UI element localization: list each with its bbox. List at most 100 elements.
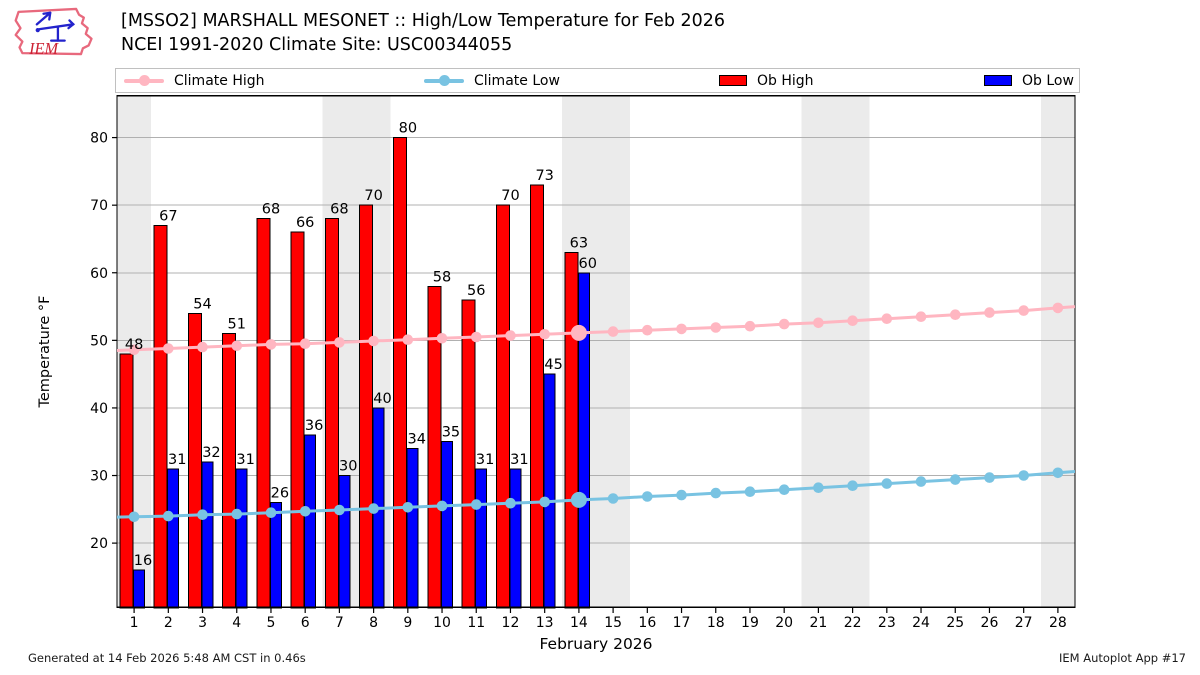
climate-low-line-marker <box>265 507 277 518</box>
x-tick-label: 16 <box>638 615 656 631</box>
logo-text: IEM <box>28 39 59 58</box>
weekend-band <box>596 95 631 608</box>
climate-high-line-marker <box>299 338 311 349</box>
ob-low-bar <box>304 434 317 609</box>
climate-high-line-marker <box>881 313 893 324</box>
ob-low-value-label: 32 <box>202 445 220 461</box>
climate-high-line-marker <box>163 343 174 354</box>
ob-high-value-label: 48 <box>125 337 143 353</box>
legend-item-ob-low: Ob Low <box>984 69 1074 92</box>
x-tick-label: 15 <box>604 615 622 631</box>
ob-low-value-label: 31 <box>168 452 186 468</box>
plot-frame <box>116 95 1076 609</box>
ob-high-value-label: 58 <box>433 269 451 285</box>
ob-low-value-label: 30 <box>339 459 357 475</box>
chart-title-block: [MSSO2] MARSHALL MESONET :: High/Low Tem… <box>121 9 725 57</box>
plot-area: 2030405060708048675451686668708058567073… <box>37 95 1076 653</box>
climate-low-line-marker <box>1052 467 1064 479</box>
climate-high-line-marker <box>402 334 414 345</box>
ob-high-value-label: 68 <box>262 202 280 218</box>
y-tick-label: 30 <box>90 469 108 485</box>
ob-high-value-label: 73 <box>535 168 553 184</box>
x-tick-label: 17 <box>673 615 691 631</box>
climate-high-line-marker <box>710 322 722 333</box>
x-tick-label: 4 <box>232 615 241 631</box>
ob-low-value-label: 45 <box>544 357 562 373</box>
x-tick-label: 14 <box>570 615 588 631</box>
ob-high-box-swatch-icon <box>719 75 747 86</box>
x-tick-label: 8 <box>369 615 378 631</box>
x-tick-label: 27 <box>1015 615 1033 631</box>
chart-legend: Climate High Climate Low Ob High Ob Low <box>115 68 1080 93</box>
x-tick-label: 7 <box>335 615 344 631</box>
climate-high-line-marker <box>265 339 277 350</box>
x-tick-label: 26 <box>981 615 999 631</box>
climate-low-line <box>117 467 1075 523</box>
ob-low-bar <box>167 468 180 609</box>
ob-high-bar <box>359 204 373 609</box>
x-tick-label: 6 <box>301 615 310 631</box>
x-tick-label: 23 <box>878 615 896 631</box>
ob-high-bar <box>461 299 476 609</box>
climate-low-line-marker <box>163 510 174 522</box>
ob-low-bar <box>338 475 351 609</box>
climate-low-line-marker <box>197 509 208 520</box>
climate-low-line-marker <box>436 500 448 512</box>
climate-low-line-marker <box>984 472 995 483</box>
climate-low-line-marker <box>128 511 140 523</box>
climate-high-line <box>117 302 1075 356</box>
y-tick-label: 70 <box>90 198 108 214</box>
ob-high-bar <box>153 224 168 609</box>
ob-high-bar <box>530 184 545 609</box>
climate-low-line-marker <box>915 476 927 487</box>
legend-item-ob-high: Ob High <box>719 69 814 92</box>
chart-title: [MSSO2] MARSHALL MESONET :: High/Low Tem… <box>121 11 726 31</box>
climate-high-line-marker <box>915 311 927 322</box>
ob-high-value-label: 67 <box>159 208 177 224</box>
ob-low-bar <box>201 461 214 609</box>
y-tick-label: 40 <box>90 401 108 417</box>
ob-low-bar <box>543 373 556 609</box>
climate-high-line-marker <box>1018 305 1029 316</box>
climate-high-line-marker <box>334 337 345 348</box>
ob-high-bar <box>119 353 134 609</box>
ob-high-bar <box>187 312 202 609</box>
x-tick-label: 2 <box>164 615 173 631</box>
climate-low-line-marker <box>813 482 824 494</box>
ob-low-bar <box>509 468 522 609</box>
climate-low-line-marker <box>334 504 345 516</box>
climate-high-line-marker <box>368 335 379 347</box>
legend-item-climate-high: Climate High <box>124 69 265 92</box>
climate-low-line-marker <box>642 491 653 502</box>
ob-low-value-label: 31 <box>510 452 528 468</box>
ob-high-value-label: 51 <box>228 317 246 333</box>
weekend-band <box>1040 95 1075 608</box>
climate-high-line-swatch-icon <box>124 75 164 86</box>
climate-high-line-marker <box>813 317 824 329</box>
climate-low-line-marker <box>368 503 379 514</box>
ob-high-bar <box>564 251 579 609</box>
x-tick-label: 20 <box>775 615 793 631</box>
climate-low-line-marker <box>607 493 619 504</box>
ob-low-value-label: 34 <box>407 431 425 447</box>
ob-high-bar <box>324 218 339 609</box>
climate-high-line-marker <box>950 309 961 320</box>
ob-low-bar <box>269 502 282 609</box>
legend-label: Climate Low <box>474 72 560 89</box>
y-tick-label: 50 <box>90 333 108 349</box>
climate-low-line-marker <box>847 480 858 492</box>
x-tick-label: 28 <box>1049 615 1067 631</box>
climate-high-line-marker <box>505 330 516 341</box>
x-tick-label: 25 <box>946 615 964 631</box>
climate-low-line-marker <box>676 489 687 501</box>
climate-low-line-marker <box>471 499 482 510</box>
climate-low-line-marker <box>881 478 893 489</box>
climate-high-line-marker <box>984 307 995 318</box>
x-tick-label: 3 <box>198 615 207 631</box>
climate-high-line-marker <box>778 318 790 330</box>
ob-high-bar <box>495 204 510 609</box>
x-tick-label: 18 <box>707 615 725 631</box>
ob-high-value-label: 66 <box>296 215 314 231</box>
x-tick-label: 9 <box>403 615 412 631</box>
climate-low-line-marker <box>950 474 961 485</box>
